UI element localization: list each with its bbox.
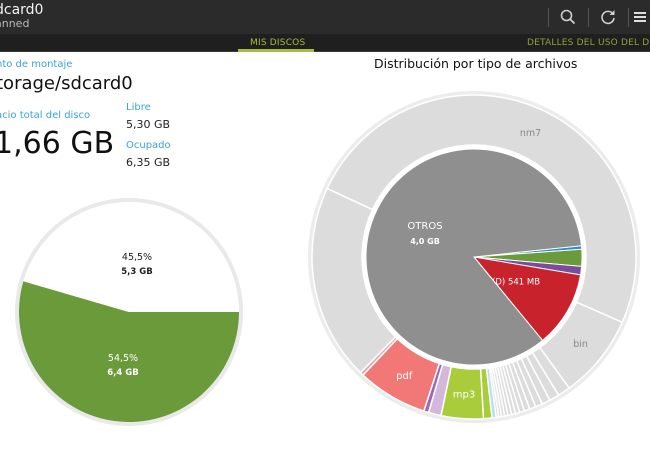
free-label: Libre bbox=[126, 102, 151, 113]
free-value: 5,30 GB bbox=[126, 118, 171, 131]
overflow-menu-button[interactable] bbox=[620, 0, 650, 34]
file-type-chart-title: Distribución por tipo de archivos bbox=[374, 56, 578, 71]
refresh-icon bbox=[601, 10, 615, 25]
app-title: dcard0 bbox=[0, 2, 44, 18]
outer-label-bin: bin bbox=[573, 339, 588, 350]
inner-label-otros-size: 4,0 GB bbox=[410, 237, 440, 246]
outer-label-pdf: pdf bbox=[396, 371, 413, 382]
actionbar-divider bbox=[628, 8, 629, 27]
inner-label-d: (D) 541 MB bbox=[492, 277, 540, 287]
used-label: Ocupado bbox=[126, 140, 171, 151]
outer-label-nm7: nm7 bbox=[520, 128, 541, 139]
action-bar: dcard0 anned bbox=[0, 0, 650, 34]
app-subtitle: anned bbox=[0, 17, 30, 30]
actionbar-divider bbox=[548, 8, 549, 27]
used-value: 6,35 GB bbox=[126, 156, 171, 169]
total-space-value: 1,66 GB bbox=[0, 126, 115, 161]
inner-slice-d bbox=[472, 256, 582, 342]
tab-mis-discos[interactable]: MIS DISCOS bbox=[250, 38, 306, 48]
overflow-menu-icon bbox=[634, 12, 646, 22]
tab-strip: S MIS DISCOS DETALLES DEL USO DEL DI bbox=[0, 34, 650, 52]
refresh-button[interactable] bbox=[588, 0, 628, 34]
pie-slice-used bbox=[18, 281, 239, 423]
search-button[interactable] bbox=[548, 0, 588, 34]
inner-slice-otros bbox=[365, 148, 582, 366]
tab-detalles[interactable]: DETALLES DEL USO DEL DI bbox=[527, 38, 650, 48]
outer-label-mp3: mp3 bbox=[453, 390, 475, 401]
pie-used-size-label: 6,4 GB bbox=[107, 368, 138, 378]
pie-slice-free bbox=[23, 202, 240, 312]
pie-free-percent-label: 45,5% bbox=[122, 252, 152, 263]
total-space-label: acio total del disco bbox=[0, 110, 91, 121]
actionbar-divider bbox=[588, 8, 589, 27]
pie-used-percent-label: 54,5% bbox=[108, 353, 138, 364]
mount-point-label: nto de montaje bbox=[0, 59, 73, 70]
tab-selected-indicator bbox=[238, 49, 314, 52]
pie-free-size-label: 5,3 GB bbox=[121, 267, 152, 277]
inner-label-otros: OTROS bbox=[407, 221, 442, 232]
mount-point-path: torage/sdcard0 bbox=[0, 73, 133, 94]
search-icon bbox=[560, 9, 576, 25]
